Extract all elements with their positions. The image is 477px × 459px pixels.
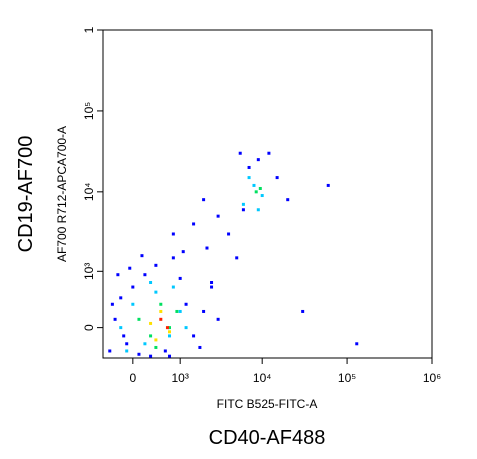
point — [216, 214, 220, 218]
point — [140, 254, 144, 258]
point — [154, 345, 158, 349]
y-tick-label: 10⁵ — [82, 102, 96, 120]
x-tick-label: 10³ — [172, 371, 189, 385]
point — [192, 222, 196, 226]
point — [137, 317, 141, 321]
point — [113, 317, 117, 321]
point — [119, 326, 123, 330]
point — [149, 334, 153, 338]
point — [355, 342, 359, 346]
x-axis-outer-label: CD40-AF488 — [209, 427, 326, 449]
point — [125, 342, 129, 346]
point — [184, 326, 188, 330]
point — [275, 176, 279, 180]
point — [168, 330, 172, 334]
point — [241, 202, 245, 206]
point — [181, 250, 185, 254]
point — [159, 309, 163, 313]
point — [131, 285, 135, 289]
point — [178, 309, 182, 313]
y-tick-label: 10³ — [82, 263, 96, 280]
point — [235, 256, 239, 260]
point — [125, 349, 129, 353]
x-tick-label: 10⁴ — [253, 371, 272, 385]
point — [247, 165, 251, 169]
point — [247, 176, 251, 180]
point — [168, 326, 172, 330]
point — [168, 334, 172, 338]
point — [241, 208, 245, 212]
point — [119, 296, 123, 300]
point — [149, 354, 153, 358]
point — [154, 263, 158, 267]
point — [171, 232, 175, 236]
point — [256, 208, 260, 212]
point — [143, 342, 147, 346]
point — [286, 198, 290, 202]
point — [202, 198, 206, 202]
point — [267, 151, 271, 155]
point — [252, 183, 256, 187]
y-axis-outer-label: CD19-AF700 — [15, 136, 37, 253]
y-tick-label: 0 — [82, 324, 96, 331]
point — [301, 309, 305, 313]
point — [202, 309, 206, 313]
y-axis-label: AF700 R712-APCA700-A — [55, 126, 69, 262]
point — [131, 302, 135, 306]
point — [159, 302, 163, 306]
point — [205, 246, 209, 250]
point — [260, 194, 264, 198]
point — [227, 232, 231, 236]
point — [128, 266, 132, 270]
point — [210, 281, 214, 285]
point — [258, 186, 262, 190]
point — [159, 317, 163, 321]
x-tick-label: 10⁶ — [423, 371, 441, 385]
point — [184, 302, 188, 306]
point — [110, 302, 114, 306]
point — [198, 345, 202, 349]
plot-frame — [102, 29, 433, 359]
point — [154, 338, 158, 342]
point — [154, 290, 158, 294]
point — [178, 276, 182, 280]
point — [254, 190, 258, 194]
point — [108, 349, 112, 353]
x-axis-label: FITC B525-FITC-A — [217, 397, 318, 411]
point — [210, 285, 214, 289]
point — [168, 354, 172, 358]
point — [238, 151, 242, 155]
y-tick-label: 1 — [82, 26, 96, 33]
point — [192, 334, 196, 338]
point — [326, 183, 330, 187]
point — [171, 285, 175, 289]
point — [216, 317, 220, 321]
point — [163, 349, 167, 353]
point — [143, 273, 147, 277]
point — [175, 309, 179, 313]
point — [165, 326, 169, 330]
x-tick-label: 10⁵ — [338, 371, 356, 385]
point — [171, 256, 175, 260]
point — [149, 281, 153, 285]
point — [256, 158, 260, 162]
point — [122, 334, 126, 338]
point — [149, 321, 153, 325]
x-tick-label: 0 — [129, 371, 136, 385]
y-tick-label: 10⁴ — [82, 183, 96, 202]
point — [116, 273, 120, 277]
point — [137, 352, 141, 356]
